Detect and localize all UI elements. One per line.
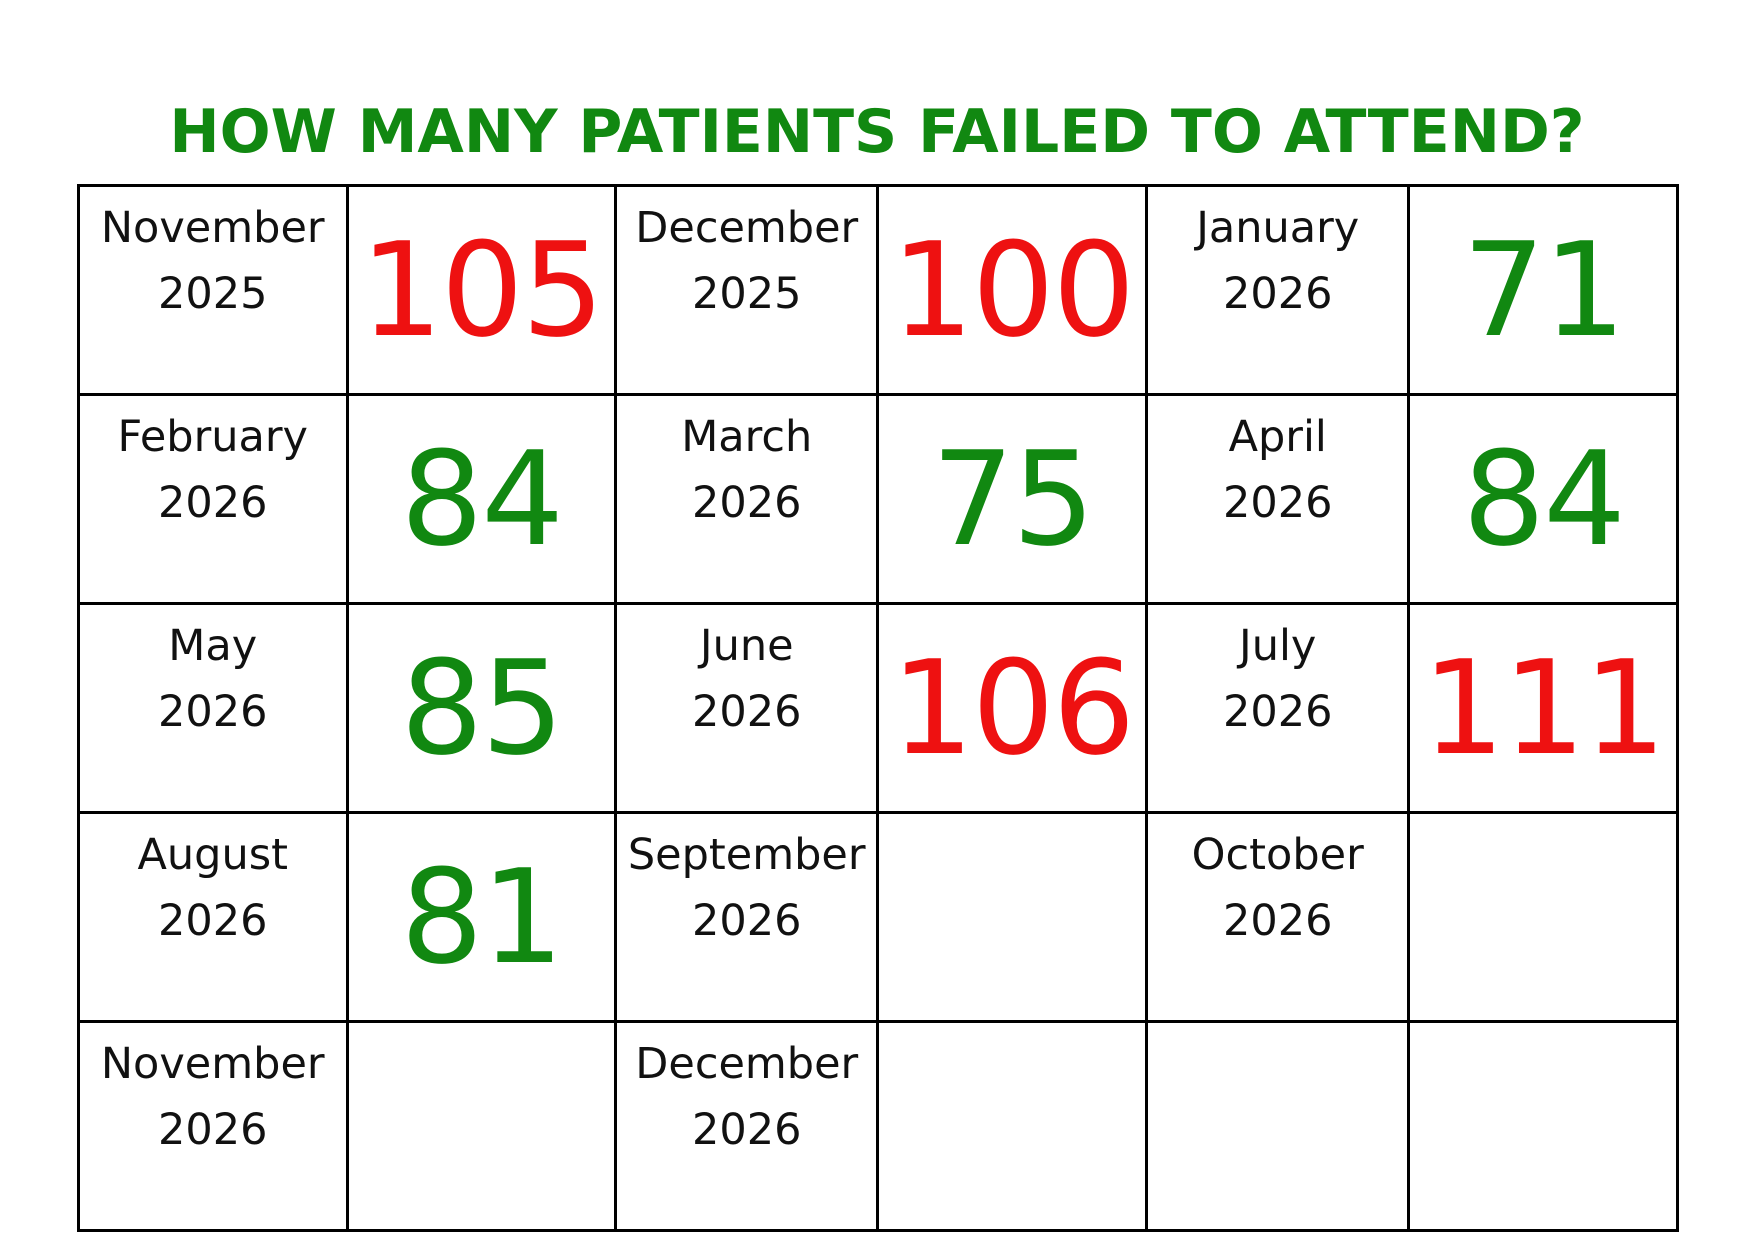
month-name: April <box>1228 412 1327 462</box>
month-name: December <box>635 203 859 253</box>
month-cell: November 2025 <box>77 184 349 396</box>
month-year: 2026 <box>158 896 268 946</box>
month-cell: May 2026 <box>77 602 349 814</box>
month-cell: August 2026 <box>77 811 349 1023</box>
month-cell: March 2026 <box>613 393 880 605</box>
month-name: August <box>137 830 288 880</box>
month-cell: February 2026 <box>77 393 349 605</box>
grid-row: November 2025 105 December 2025 100 Janu… <box>77 184 1679 396</box>
dna-count: 75 <box>876 393 1148 605</box>
month-year: 2025 <box>692 269 802 319</box>
grid-row: November 2026 December 2026 <box>77 1020 1679 1232</box>
attendance-grid: November 2025 105 December 2025 100 Janu… <box>77 184 1679 1232</box>
month-name: September <box>627 830 866 880</box>
month-cell: November 2026 <box>77 1020 349 1232</box>
dna-count: 84 <box>1407 393 1679 605</box>
month-name: October <box>1191 830 1364 880</box>
dna-count: 100 <box>876 184 1148 396</box>
dna-count: 85 <box>345 602 617 814</box>
month-name: March <box>681 412 813 462</box>
month-cell: July 2026 <box>1144 602 1411 814</box>
month-year: 2026 <box>692 1105 802 1155</box>
dna-count: 106 <box>876 602 1148 814</box>
month-cell: January 2026 <box>1144 184 1411 396</box>
month-year: 2026 <box>692 687 802 737</box>
dna-count-empty <box>876 811 1148 1023</box>
month-cell-empty <box>1144 1020 1411 1232</box>
month-year: 2026 <box>1223 687 1333 737</box>
month-year: 2026 <box>158 687 268 737</box>
dna-count: 111 <box>1407 602 1679 814</box>
dna-count: 84 <box>345 393 617 605</box>
month-name: May <box>168 621 258 671</box>
month-year: 2026 <box>1223 478 1333 528</box>
month-year: 2026 <box>692 896 802 946</box>
month-cell: December 2025 <box>613 184 880 396</box>
month-cell: December 2026 <box>613 1020 880 1232</box>
month-cell: September 2026 <box>613 811 880 1023</box>
page-title: HOW MANY PATIENTS FAILED TO ATTEND? <box>169 97 1585 167</box>
month-cell: April 2026 <box>1144 393 1411 605</box>
month-name: February <box>117 412 309 462</box>
month-year: 2026 <box>1223 896 1333 946</box>
month-name: July <box>1239 621 1317 671</box>
grid-row: May 2026 85 June 2026 106 July 2026 111 <box>77 602 1679 814</box>
dna-count-empty <box>1407 1020 1679 1232</box>
dna-count-empty <box>345 1020 617 1232</box>
grid-row: February 2026 84 March 2026 75 April 202… <box>77 393 1679 605</box>
dna-count: 71 <box>1407 184 1679 396</box>
month-year: 2026 <box>158 1105 268 1155</box>
month-name: January <box>1196 203 1360 253</box>
dna-count: 105 <box>345 184 617 396</box>
dna-count-empty <box>1407 811 1679 1023</box>
dna-count: 81 <box>345 811 617 1023</box>
grid-row: August 2026 81 September 2026 October 20… <box>77 811 1679 1023</box>
dna-count-empty <box>876 1020 1148 1232</box>
month-year: 2026 <box>692 478 802 528</box>
month-name: December <box>635 1039 859 1089</box>
month-year: 2026 <box>1223 269 1333 319</box>
month-cell: June 2026 <box>613 602 880 814</box>
month-name: November <box>100 1039 325 1089</box>
month-year: 2026 <box>158 478 268 528</box>
month-cell: October 2026 <box>1144 811 1411 1023</box>
month-name: June <box>699 621 794 671</box>
month-year: 2025 <box>158 269 268 319</box>
month-name: November <box>100 203 325 253</box>
